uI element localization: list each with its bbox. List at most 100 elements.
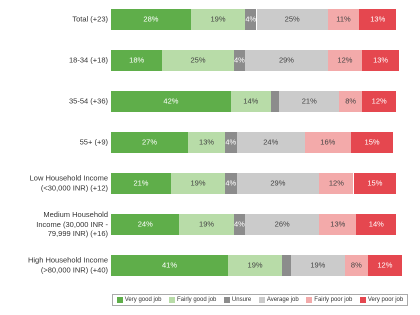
category-label: 55+ (+9) <box>79 137 108 147</box>
bar-segment <box>282 254 291 276</box>
value-label: 15% <box>364 137 380 147</box>
value-label: 29% <box>270 178 286 188</box>
value-label: 19% <box>247 260 263 270</box>
bar-segment <box>179 213 234 235</box>
bar-segment <box>353 172 397 194</box>
bar-segment <box>111 213 180 235</box>
bar-segment <box>170 172 226 194</box>
bar-segment <box>270 90 280 112</box>
bar-segment <box>111 254 228 276</box>
legend-swatch <box>359 297 366 303</box>
value-label: 27% <box>141 137 158 147</box>
bar-segment <box>245 49 328 71</box>
bar-segment <box>350 131 394 153</box>
value-label: 15% <box>367 178 383 188</box>
value-label: 13% <box>199 137 215 147</box>
value-label: 4% <box>225 178 237 188</box>
legend-item: Unsure <box>223 297 252 303</box>
bar-segment <box>367 254 402 276</box>
value-label: 21% <box>133 178 149 188</box>
bar-segment <box>344 254 368 276</box>
value-label: 21% <box>301 96 317 106</box>
bar-segment <box>362 49 400 71</box>
value-label: 19% <box>190 178 206 188</box>
bar-segment <box>230 90 271 112</box>
value-label: 4% <box>245 14 257 24</box>
bar-segment <box>327 8 360 30</box>
legend-label: Very good job <box>124 297 162 303</box>
legend-item: Very good job <box>116 297 162 303</box>
value-label: 4% <box>233 55 245 65</box>
value-label: 13% <box>373 55 389 65</box>
legend-swatch <box>223 297 230 303</box>
bar-segment <box>111 90 231 112</box>
value-label: 8% <box>345 96 357 106</box>
category-label: 35-54 (+36) <box>69 96 108 106</box>
legend: Very good job Fairly good job Unsure Averag… <box>112 294 408 306</box>
value-label: 12% <box>337 55 353 65</box>
bar-segment <box>236 172 320 194</box>
legend-item: Average job <box>258 297 299 303</box>
bar-segment <box>111 172 171 194</box>
bar-segment <box>188 131 226 153</box>
legend-swatch <box>306 297 313 303</box>
bar-segment <box>279 90 340 112</box>
legend-item: Very poor job <box>359 297 403 303</box>
bar-segment <box>290 254 345 276</box>
bar-segment <box>225 131 237 153</box>
category-label: Total (+23) <box>72 14 108 24</box>
value-label: 26% <box>274 219 290 229</box>
value-label: 19% <box>310 260 326 270</box>
bar-segment <box>319 213 357 235</box>
legend-label: Fairly good job <box>177 297 217 303</box>
legend-swatch <box>116 297 123 303</box>
value-label: 19% <box>210 14 226 24</box>
bar-segment <box>111 49 163 71</box>
value-label: 11% <box>336 14 351 24</box>
bar-segment <box>356 213 397 235</box>
bar-segment <box>225 172 237 194</box>
value-label: 12% <box>328 178 344 188</box>
value-label: 14% <box>243 96 259 106</box>
bar-segment <box>362 90 397 112</box>
value-label: 13% <box>330 219 346 229</box>
value-label: 4% <box>233 219 245 229</box>
legend-item: Fairly poor job <box>306 297 352 303</box>
value-label: 19% <box>199 219 215 229</box>
bar-segment <box>256 8 328 30</box>
bar-segment <box>236 131 305 153</box>
value-label: 28% <box>143 14 159 24</box>
value-label: 18% <box>129 55 145 65</box>
value-label: 16% <box>320 137 336 147</box>
bar-segment <box>327 49 363 71</box>
value-label: 25% <box>190 55 206 65</box>
legend-label: Average job <box>266 297 299 303</box>
category-label: Medium Household Income (30,000 INR - 79… <box>36 209 108 238</box>
value-label: 8% <box>350 260 362 270</box>
bar-segment <box>111 131 189 153</box>
bar-segment <box>305 131 351 153</box>
bar-segment <box>319 172 354 194</box>
legend-label: Unsure <box>231 297 252 303</box>
bar-segment <box>359 8 397 30</box>
value-label: 29% <box>278 55 294 65</box>
legend-item: Fairly good job <box>169 297 216 303</box>
value-label: 12% <box>377 260 393 270</box>
value-label: 24% <box>137 219 153 229</box>
bar-segment <box>245 213 320 235</box>
category-label: Low Household Income (<30,000 INR) (+12) <box>29 173 108 193</box>
legend-swatch <box>169 297 176 303</box>
bar-segment <box>190 8 246 30</box>
category-label: High Household Income (>80,000 INR) (+40… <box>27 255 108 275</box>
value-label: 25% <box>284 14 300 24</box>
bar-segment <box>227 254 283 276</box>
category-label: 18-34 (+18) <box>69 55 108 65</box>
bar-segment <box>233 213 246 235</box>
legend-label: Fairly poor job <box>314 297 353 303</box>
bar-segment <box>162 49 234 71</box>
bar-segment <box>339 90 363 112</box>
bar-segment <box>111 8 191 30</box>
value-label: 12% <box>371 96 387 106</box>
value-label: 4% <box>225 137 237 147</box>
